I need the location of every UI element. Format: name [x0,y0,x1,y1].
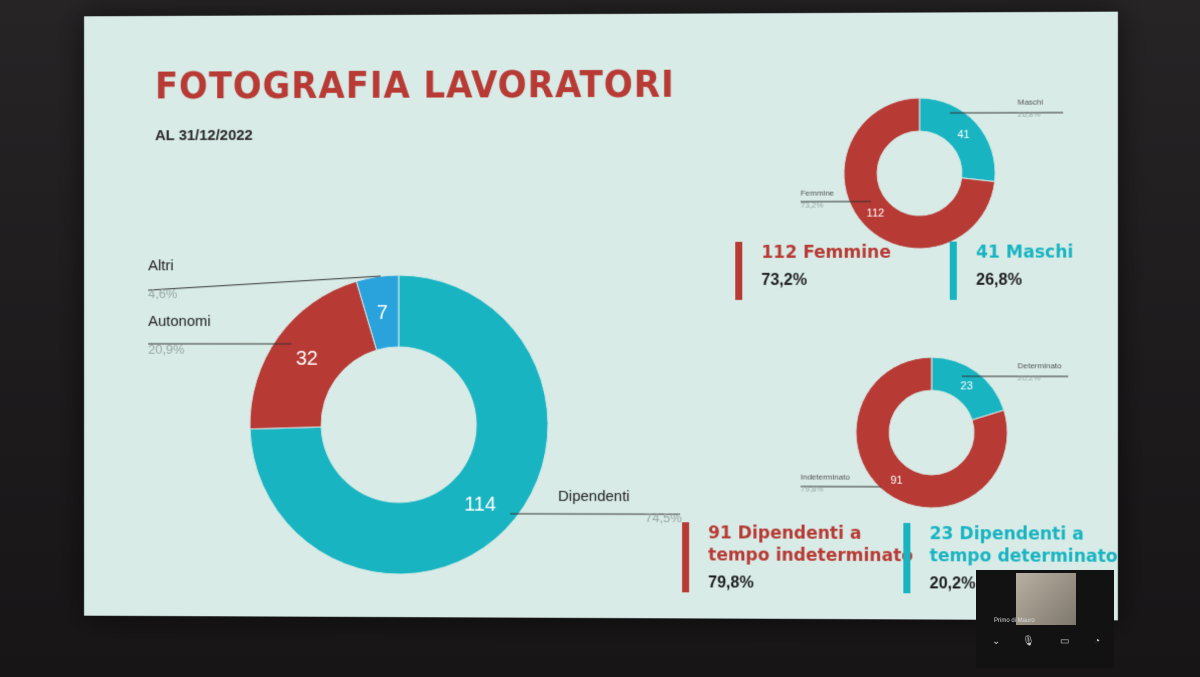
stat-indeterminato-line1: 91 Dipendenti a [708,523,862,544]
stat-indeterminato-line2: tempo indeterminato [708,545,914,567]
donut0-slice-autonomi [250,281,377,429]
projected-slide: FOTOGRAFIA LAVORATORI AL 31/12/2022 114 D… [84,11,1118,621]
donut2-percent-indeterminato: 79,8% [801,484,824,493]
donut1-value-femmine: 112 [867,207,885,219]
charts-canvas: 114 Dipendenti 74,5% 32 Autonomi 20,9% 7 Altri 4… [84,12,1118,621]
donut2-category-indeterminato: Indeterminato [801,472,851,481]
stat-determinato-percent: 20,2% [929,575,976,593]
donut1-category-femmine: Femmine [801,189,835,198]
camera-name: Primo di Mauro [994,618,1035,624]
camera-preview[interactable]: Primo di Mauro ⌄ 🎙 ▭ ◔ [976,570,1114,668]
stat-indeterminato-percent: 79,8% [708,574,754,592]
stat-indeterminato-bar [682,522,690,593]
donut0-leader-dipendenti [510,513,680,515]
donut1-slice-maschi [919,98,995,182]
donut2-value-indeterminato: 91 [890,475,902,487]
stat-maschi-bar [949,241,957,300]
donut0-slice-altri [356,275,398,350]
stat-determinato-line1: 23 Dipendenti a [929,524,1084,545]
donut0-value-altri: 7 [377,302,388,324]
donut2-slice-determinato [932,357,1004,420]
camera-icon[interactable]: ▭ [1060,636,1070,647]
settings-icon[interactable]: ◔ [1094,636,1101,647]
donut0-category-altri: Altri [148,257,173,274]
camera-video [1016,573,1076,625]
donut0-slice-dipendenti [250,275,548,575]
donut0-category-autonomi: Autonomi [148,313,211,330]
stat-femmine-percent: 73,2% [761,271,807,289]
stat-maschi-percent: 26,8% [976,271,1022,289]
microphone-icon[interactable]: 🎙 [1022,636,1035,647]
donut1-percent-femmine: 73,2% [801,201,824,210]
donut0-percent-autonomi: 20,9% [148,342,185,357]
stat-determinato-bar [903,522,911,594]
donut0-value-dipendenti: 114 [464,494,496,516]
donut0-percent-altri: 4,6% [148,286,178,301]
donut0-value-autonomi: 32 [296,348,318,370]
donut0-category-dipendenti: Dipendenti [558,488,630,505]
chevron-down-icon[interactable]: ⌄ [992,636,1001,647]
donut1-category-maschi: Maschi [1018,98,1044,107]
stat-femmine-label: 112 Femmine [761,242,891,263]
donut2-category-determinato: Determinato [1018,361,1063,370]
donut1-percent-maschi: 26,8% [1018,110,1041,119]
donut2-percent-determinato: 20,2% [1018,373,1041,382]
donut1-value-maschi: 41 [957,129,969,141]
stat-femmine-bar [735,241,743,300]
donut2-value-determinato: 23 [960,380,972,392]
stat-maschi-label: 41 Maschi [976,242,1074,263]
donut0-percent-dipendenti: 74,5% [645,510,682,525]
stat-determinato-line2: tempo determinato [929,546,1118,567]
donut1-slice-femmine [844,98,995,249]
donut2-slice-indeterminato [856,357,1007,508]
